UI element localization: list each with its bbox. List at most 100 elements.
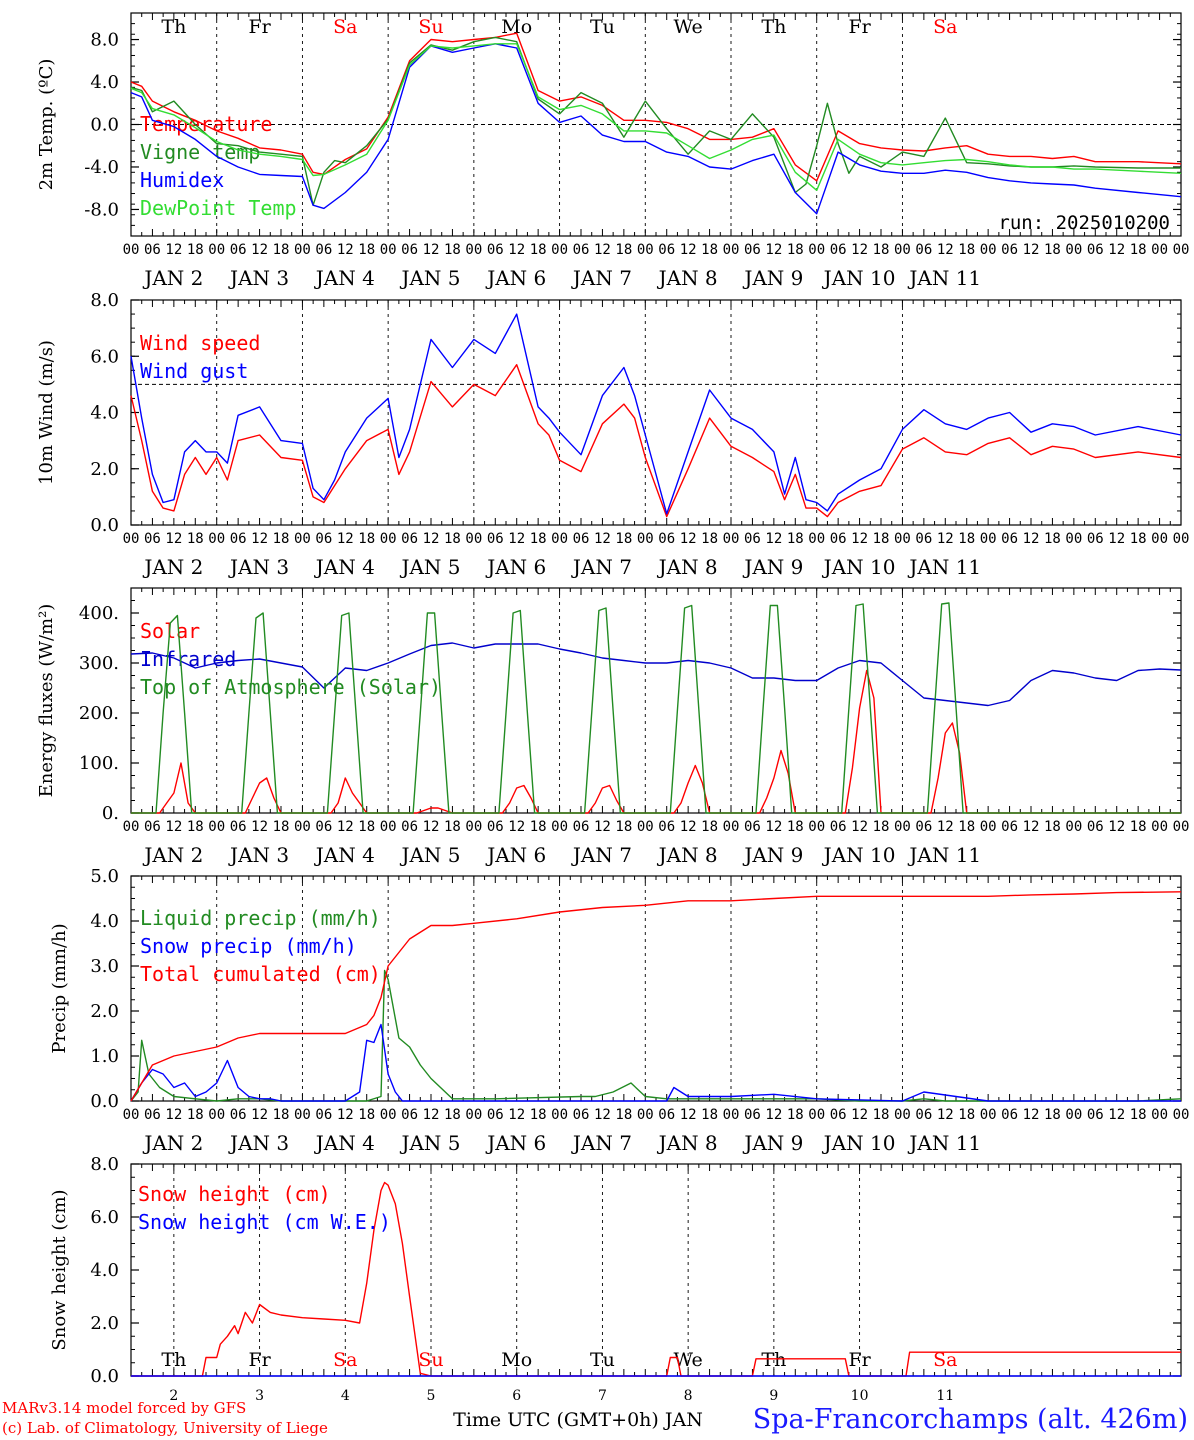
weekday-label-bottom: Fr xyxy=(248,1349,271,1371)
x-hour-label: 06 xyxy=(487,242,504,258)
x-hour-label: 06 xyxy=(401,242,418,258)
x-hour-label: 06 xyxy=(144,242,161,258)
x-hour-label: 12 xyxy=(594,1107,611,1123)
y-axis-title: Energy fluxes (W/m²) xyxy=(36,604,57,798)
x-hour-label: 00 xyxy=(208,242,225,258)
x-hour-label: 18 xyxy=(358,242,375,258)
x-day-label: JAN 2 xyxy=(142,555,203,579)
x-hour-label: 12 xyxy=(165,1107,182,1123)
series-line-3 xyxy=(130,43,1182,215)
x-hour-label: 18 xyxy=(187,1107,204,1123)
x-day-label: JAN 5 xyxy=(399,555,460,579)
legend-entry: Snow precip (mm/h) xyxy=(140,934,357,958)
x-hour-label: 00 xyxy=(723,819,740,835)
x-hour-label: 00 xyxy=(894,531,911,547)
weekday-label-bottom: Th xyxy=(161,1349,186,1371)
x-hour-label: 00 xyxy=(637,531,654,547)
x-day-label: JAN 7 xyxy=(571,1131,632,1155)
x-hour-label: 12 xyxy=(508,819,525,835)
x-hour-label: 00 xyxy=(894,819,911,835)
weekday-label: We xyxy=(674,16,703,38)
x-hour-label: 00 xyxy=(465,242,482,258)
x-hour-label: 18 xyxy=(358,531,375,547)
y-tick-label: 8.0 xyxy=(90,1154,119,1175)
weekday-label-bottom: Sa xyxy=(933,1349,957,1371)
x-hour-label: 06 xyxy=(315,1107,332,1123)
y-tick-label: 2.0 xyxy=(90,1313,119,1334)
y-tick-label: 2.0 xyxy=(90,1001,119,1022)
x-hour-label: 00 xyxy=(637,242,654,258)
x-hour-label: 00 xyxy=(208,531,225,547)
x-day-label: JAN 6 xyxy=(485,843,546,867)
x-hour-label: 12 xyxy=(765,531,782,547)
y-tick-label: 200. xyxy=(79,703,119,724)
x-hour-label: 00 xyxy=(980,819,997,835)
x-hour-label: 06 xyxy=(658,1107,675,1123)
x-hour-label: 12 xyxy=(165,242,182,258)
x-hour-label: 06 xyxy=(658,242,675,258)
x-day-number: 9 xyxy=(769,1388,778,1404)
x-hour-label: 12 xyxy=(251,242,268,258)
y-tick-label: 0.0 xyxy=(90,115,119,136)
x-hour-label: 06 xyxy=(1001,1107,1018,1123)
x-day-label: JAN 3 xyxy=(228,266,289,290)
y-axis-title: 2m Temp. (ºC) xyxy=(36,59,57,191)
series-line-3 xyxy=(131,602,1181,814)
x-hour-label: 12 xyxy=(937,819,954,835)
x-hour-label: 12 xyxy=(1023,242,1040,258)
y-tick-label: 6.0 xyxy=(90,346,119,367)
x-hour-label: 00 xyxy=(894,1107,911,1123)
x-hour-label: 18 xyxy=(873,531,890,547)
x-hour-label: 12 xyxy=(337,819,354,835)
credit-line-2: (c) Lab. of Climatology, University of L… xyxy=(2,1419,328,1437)
x-hour-label: 18 xyxy=(701,531,718,547)
legend-entry: Wind gust xyxy=(140,359,248,383)
x-hour-label: 18 xyxy=(787,242,804,258)
x-hour-label: 12 xyxy=(251,819,268,835)
x-hour-label: 12 xyxy=(851,531,868,547)
x-hour-label: 06 xyxy=(915,1107,932,1123)
weekday-label-bottom: Fr xyxy=(848,1349,871,1371)
x-hour-label: 18 xyxy=(273,1107,290,1123)
x-hour-label: 18 xyxy=(1130,819,1147,835)
x-hour-label: 00 xyxy=(551,242,568,258)
x-day-label: JAN 6 xyxy=(485,555,546,579)
x-hour-label: 18 xyxy=(358,819,375,835)
legend-entry: Top of Atmosphere (Solar) xyxy=(140,675,441,699)
x-day-number: 4 xyxy=(341,1388,350,1404)
x-hour-label: 00 xyxy=(1151,242,1168,258)
x-hour-label: 18 xyxy=(958,819,975,835)
x-hour-label: 06 xyxy=(401,1107,418,1123)
x-hour-label: 18 xyxy=(873,819,890,835)
weekday-label: Mo xyxy=(501,16,532,38)
x-day-label: JAN 8 xyxy=(657,555,718,579)
series-line-4 xyxy=(130,43,1182,191)
x-hour-label: 00 xyxy=(1173,1107,1190,1123)
weekday-label-bottom: Mo xyxy=(501,1349,532,1371)
x-hour-label: 12 xyxy=(937,531,954,547)
x-day-label: JAN 6 xyxy=(485,1131,546,1155)
x-hour-label: 06 xyxy=(230,242,247,258)
x-hour-label: 00 xyxy=(465,819,482,835)
y-tick-label: 300. xyxy=(79,653,119,674)
x-day-label: JAN 8 xyxy=(657,266,718,290)
x-day-label: JAN 9 xyxy=(742,266,803,290)
x-hour-label: 18 xyxy=(530,242,547,258)
x-hour-label: 06 xyxy=(915,242,932,258)
y-axis-title: Precip (mm/h) xyxy=(49,923,70,1053)
x-hour-label: 12 xyxy=(765,1107,782,1123)
x-hour-label: 00 xyxy=(294,819,311,835)
weekday-label: Fr xyxy=(248,16,271,38)
x-day-label: JAN 3 xyxy=(228,1131,289,1155)
x-hour-label: 12 xyxy=(1023,531,1040,547)
x-hour-label: 00 xyxy=(1065,531,1082,547)
x-axis-title: Time UTC (GMT+0h) JAN xyxy=(453,1409,703,1431)
x-hour-label: 00 xyxy=(208,1107,225,1123)
legend-entry: Infrared xyxy=(140,647,236,671)
x-hour-label: 06 xyxy=(401,819,418,835)
x-hour-label: 18 xyxy=(701,819,718,835)
x-day-label: JAN 2 xyxy=(142,1131,203,1155)
x-day-label: JAN 3 xyxy=(228,555,289,579)
series-line-2 xyxy=(130,313,1182,515)
series-line-1 xyxy=(130,969,1182,1102)
